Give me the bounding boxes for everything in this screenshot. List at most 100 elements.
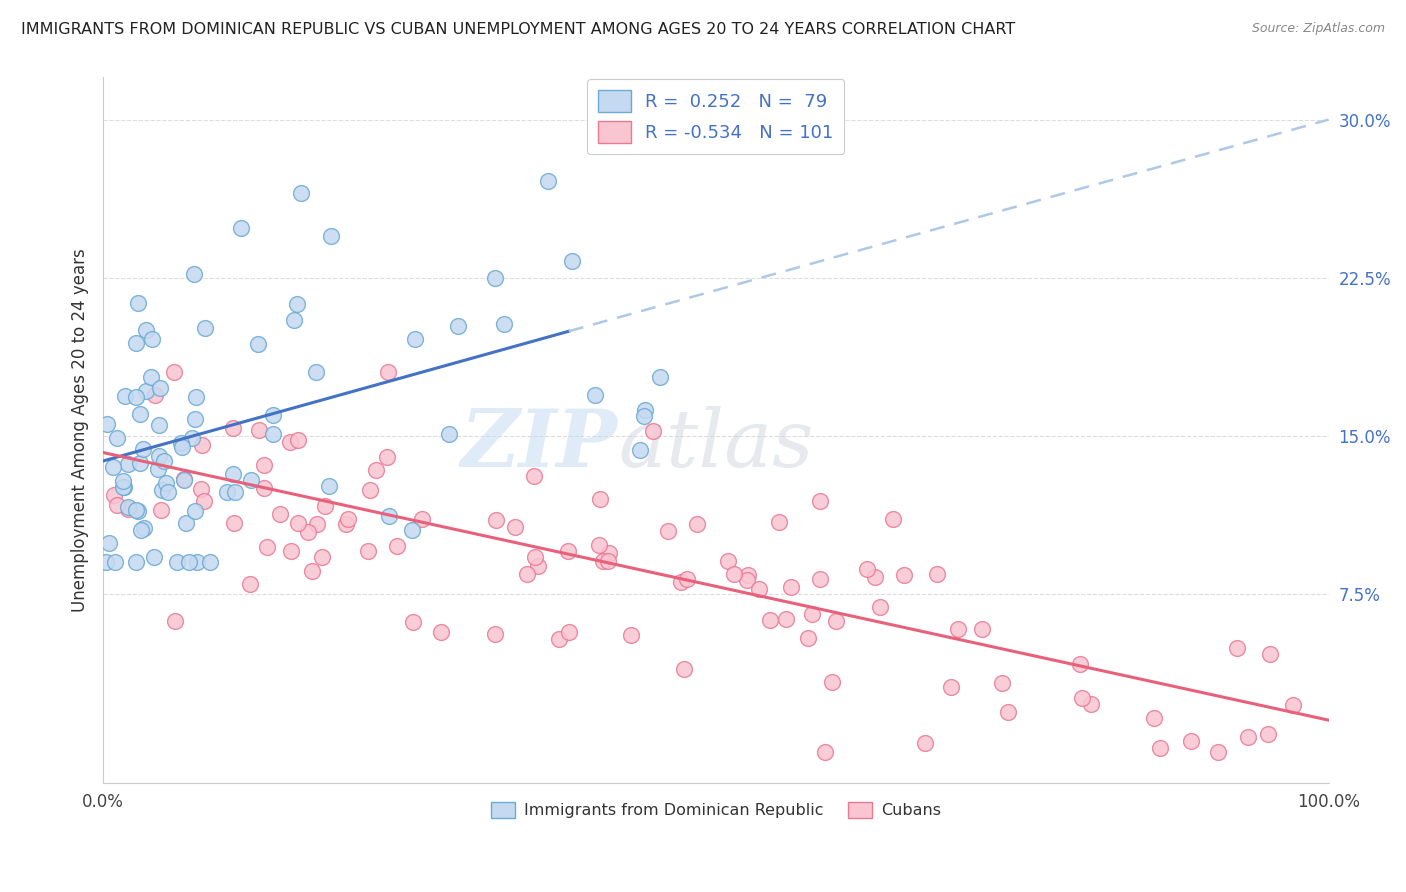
Point	[856, 561, 879, 575]
Point	[301, 564, 323, 578]
Point	[184, 412, 207, 426]
Point	[287, 516, 309, 530]
Point	[484, 270, 506, 285]
Point	[191, 438, 214, 452]
Point	[148, 418, 170, 433]
Point	[112, 480, 135, 494]
Point	[170, 435, 193, 450]
Point	[641, 424, 664, 438]
Point	[814, 745, 837, 759]
Point	[318, 479, 340, 493]
Point	[808, 572, 831, 586]
Point	[184, 504, 207, 518]
Point	[194, 321, 217, 335]
Point	[357, 544, 380, 558]
Point	[141, 370, 163, 384]
Point	[524, 549, 547, 564]
Point	[620, 628, 643, 642]
Point	[125, 503, 148, 517]
Point	[939, 680, 962, 694]
Point	[364, 463, 387, 477]
Point	[152, 454, 174, 468]
Point	[1258, 647, 1281, 661]
Point	[135, 384, 157, 398]
Point	[628, 443, 651, 458]
Point	[127, 295, 149, 310]
Point	[1282, 698, 1305, 713]
Text: atlas: atlas	[617, 406, 813, 483]
Point	[269, 507, 291, 521]
Point	[633, 409, 655, 423]
Point	[125, 336, 148, 351]
Point	[378, 508, 401, 523]
Point	[145, 388, 167, 402]
Point	[686, 516, 709, 531]
Point	[135, 323, 157, 337]
Point	[305, 365, 328, 379]
Point	[150, 502, 173, 516]
Point	[247, 423, 270, 437]
Point	[527, 558, 550, 573]
Point	[411, 511, 433, 525]
Point	[893, 568, 915, 582]
Point	[430, 624, 453, 639]
Point	[991, 676, 1014, 690]
Point	[1080, 698, 1102, 712]
Point	[200, 555, 222, 569]
Point	[128, 407, 150, 421]
Point	[262, 426, 284, 441]
Point	[650, 112, 672, 127]
Point	[278, 435, 301, 450]
Point	[1143, 710, 1166, 724]
Point	[112, 480, 135, 494]
Point	[1180, 733, 1202, 747]
Point	[222, 421, 245, 435]
Point	[148, 449, 170, 463]
Point	[101, 459, 124, 474]
Point	[224, 516, 246, 530]
Point	[97, 536, 120, 550]
Point	[557, 625, 579, 640]
Point	[634, 403, 657, 417]
Point	[96, 417, 118, 431]
Point	[717, 553, 740, 567]
Point	[548, 632, 571, 647]
Point	[780, 580, 803, 594]
Point	[523, 468, 546, 483]
Point	[997, 705, 1019, 719]
Point	[882, 512, 904, 526]
Point	[561, 254, 583, 268]
Point	[148, 462, 170, 476]
Point	[217, 485, 239, 500]
Point	[127, 504, 149, 518]
Point	[748, 582, 770, 597]
Point	[439, 427, 461, 442]
Point	[516, 567, 538, 582]
Point	[132, 442, 155, 456]
Point	[796, 631, 818, 645]
Point	[1237, 730, 1260, 744]
Point	[503, 520, 526, 534]
Point	[176, 516, 198, 530]
Point	[105, 431, 128, 445]
Point	[224, 485, 246, 500]
Point	[287, 434, 309, 448]
Point	[94, 555, 117, 569]
Point	[336, 512, 359, 526]
Point	[589, 491, 612, 506]
Point	[314, 499, 336, 513]
Point	[869, 599, 891, 614]
Point	[112, 474, 135, 488]
Point	[598, 554, 620, 568]
Point	[801, 607, 824, 622]
Point	[583, 388, 606, 402]
Point	[360, 483, 382, 498]
Point	[775, 612, 797, 626]
Point	[222, 467, 245, 481]
Y-axis label: Unemployment Among Ages 20 to 24 years: Unemployment Among Ages 20 to 24 years	[72, 249, 89, 612]
Point	[321, 229, 343, 244]
Point	[253, 481, 276, 495]
Point	[128, 457, 150, 471]
Point	[253, 458, 276, 472]
Point	[948, 622, 970, 636]
